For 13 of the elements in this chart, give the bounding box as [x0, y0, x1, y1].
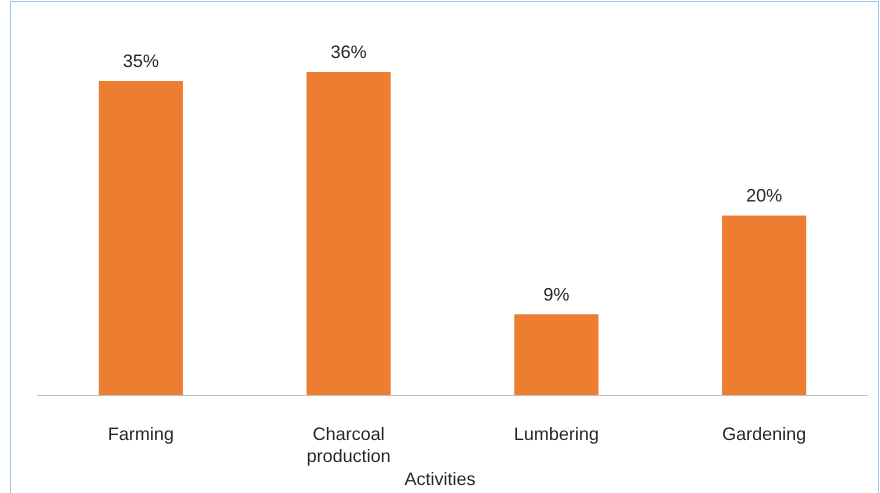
bar	[98, 80, 183, 395]
data-label: 36%	[330, 42, 367, 62]
bar	[514, 314, 598, 395]
x-tick-label: Gardening	[722, 424, 806, 444]
bar	[722, 216, 806, 395]
data-label: 20%	[746, 186, 782, 206]
x-axis-title: Activities	[404, 469, 476, 489]
bar	[306, 72, 391, 395]
data-label: 9%	[543, 284, 570, 304]
data-label: 35%	[122, 50, 159, 71]
x-tick-label: Farming	[108, 424, 174, 444]
x-tick-label: Charcoal production	[306, 424, 391, 466]
x-tick-label: Lumbering	[514, 424, 599, 444]
